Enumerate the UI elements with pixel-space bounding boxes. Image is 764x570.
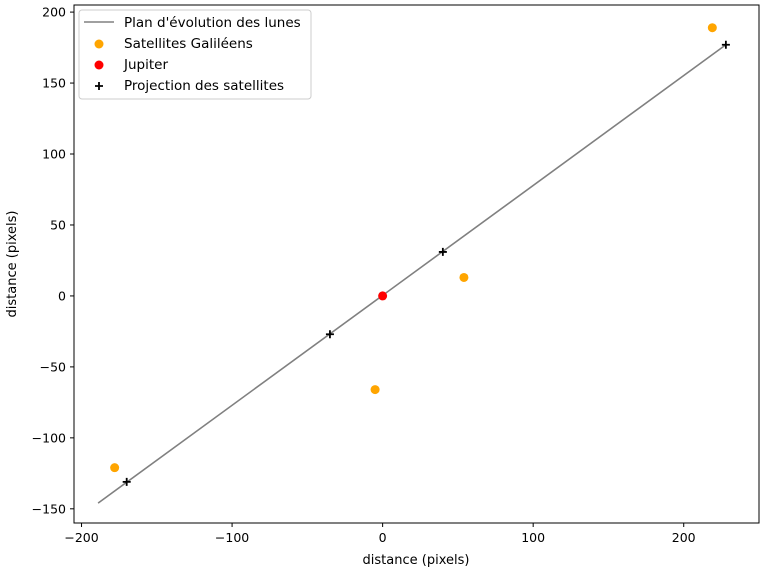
y-tick-label: −50 bbox=[40, 359, 66, 374]
projection-point bbox=[325, 330, 334, 339]
y-tick-label: −150 bbox=[32, 501, 66, 516]
y-axis: −150 −100 −50 0 50 100 150 200 bbox=[32, 5, 74, 516]
projection-point bbox=[438, 247, 447, 256]
legend-label: Plan d'évolution des lunes bbox=[124, 15, 301, 31]
legend-label: Projection des satellites bbox=[124, 78, 284, 94]
x-axis-label: distance (pixels) bbox=[363, 553, 470, 568]
satellite-point bbox=[110, 463, 120, 473]
x-tick-label: −100 bbox=[215, 530, 249, 545]
y-tick-label: 0 bbox=[58, 288, 66, 303]
y-tick-label: 100 bbox=[42, 147, 66, 162]
legend-key-circle bbox=[94, 39, 104, 49]
y-tick-label: 200 bbox=[42, 5, 66, 20]
jupiter-point bbox=[378, 291, 388, 301]
legend-key-circle bbox=[94, 60, 104, 70]
x-tick-label: 100 bbox=[521, 530, 545, 545]
line-layer bbox=[97, 44, 727, 504]
series-line-plan bbox=[97, 44, 727, 504]
y-axis-label: distance (pixels) bbox=[5, 211, 20, 318]
legend-key-plus bbox=[95, 82, 103, 90]
legend-box bbox=[78, 9, 312, 100]
x-tick-label: 200 bbox=[672, 530, 696, 545]
x-axis: −200 −100 0 100 200 bbox=[64, 523, 696, 545]
satellite-point bbox=[370, 385, 380, 395]
legend-label: Jupiter bbox=[123, 57, 168, 73]
satellite-point bbox=[707, 23, 717, 33]
projection-point bbox=[122, 477, 131, 486]
y-tick-label: 150 bbox=[42, 76, 66, 91]
y-tick-label: 50 bbox=[50, 217, 66, 232]
points-layer bbox=[110, 23, 730, 486]
y-tick-label: −100 bbox=[32, 430, 66, 445]
plot-frame bbox=[73, 4, 760, 524]
satellite-point bbox=[459, 272, 469, 282]
x-tick-label: −200 bbox=[64, 530, 98, 545]
x-tick-label: 0 bbox=[379, 530, 387, 545]
projection-point bbox=[721, 40, 730, 49]
legend: Plan d'évolution des lunes Satellites Gal… bbox=[78, 9, 312, 100]
legend-label: Satellites Galiléens bbox=[124, 36, 253, 52]
